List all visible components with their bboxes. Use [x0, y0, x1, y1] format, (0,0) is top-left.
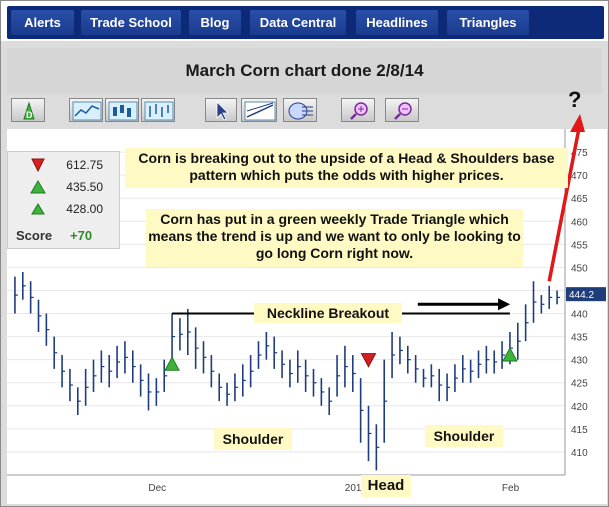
last-price-tag: [566, 287, 606, 302]
studies-button[interactable]: [283, 98, 317, 122]
green-weekly-triangle: [164, 356, 180, 371]
svg-text:D: D: [26, 110, 33, 120]
candlestick-icon: [108, 101, 138, 121]
last-price-label: 444.2: [569, 290, 594, 301]
zoom-in-icon: [350, 102, 368, 120]
pointer-icon: [216, 101, 229, 121]
y-tick-label: 430: [571, 356, 588, 367]
x-tick-label: Dec: [148, 483, 166, 494]
top-navigation: Alerts Trade School Blog Data Central He…: [1, 1, 608, 41]
bar-chart-icon: [144, 101, 174, 121]
y-tick-label: 420: [571, 402, 588, 413]
right-shoulder-label: Shoulder: [425, 425, 503, 447]
score-row-value: 435.50: [66, 180, 103, 194]
zoom-out-button[interactable]: [385, 98, 419, 122]
green-daily-triangle-icon: [31, 203, 45, 215]
nav-trade-school[interactable]: Trade School: [81, 10, 181, 35]
left-shoulder-label: Shoulder: [214, 428, 292, 450]
score-value: +70: [70, 228, 93, 243]
nav-triangles[interactable]: Triangles: [447, 10, 529, 35]
green-weekly-triangle: [502, 346, 518, 362]
red-monthly-triangle-icon: [31, 158, 45, 173]
y-tick-label: 440: [571, 310, 588, 321]
question-mark: ?: [568, 87, 582, 112]
nav-data-central[interactable]: Data Central: [250, 10, 346, 35]
target-arrow: [547, 129, 581, 282]
score-row-daily: 428.00: [8, 200, 119, 220]
x-tick-label: 2014: [345, 483, 368, 494]
studies-icon: [288, 102, 313, 120]
neckline-label: Neckline Breakout: [254, 303, 402, 323]
y-tick-label: 455: [571, 240, 588, 251]
red-sell-triangle: [360, 353, 377, 368]
y-tick-label: 410: [571, 448, 588, 459]
y-tick-label: 470: [571, 171, 588, 182]
score-row-monthly: 612.75: [8, 156, 119, 176]
y-tick-label: 435: [571, 333, 588, 344]
y-tick-label: 460: [571, 217, 588, 228]
candlestick-button[interactable]: [105, 98, 139, 122]
zoom-out-icon: [394, 102, 412, 120]
chart-toolbar: D: [1, 96, 608, 126]
x-tick-label: Feb: [502, 483, 520, 494]
score-row-weekly: 435.50: [8, 178, 119, 198]
nav-bar: Alerts Trade School Blog Data Central He…: [7, 6, 604, 39]
score-row-value: 428.00: [66, 202, 103, 216]
y-tick-label: 475: [571, 148, 588, 159]
trend-annotation: Corn has put in a green weekly Trade Tri…: [146, 209, 523, 267]
trade-score-panel: 612.75 435.50 428.00 Score +70: [7, 151, 120, 249]
d-icon: D: [23, 101, 35, 120]
trendline-icon: [244, 101, 276, 121]
bar-chart-button[interactable]: [141, 98, 175, 122]
line-chart-button[interactable]: [69, 98, 103, 122]
nav-blog[interactable]: Blog: [189, 10, 241, 35]
trendline-button[interactable]: [241, 98, 277, 122]
breakout-annotation: Corn is breaking out to the upside of a …: [125, 148, 568, 188]
chart-canvas: 4104154204254304354404454504554604654704…: [7, 129, 606, 494]
green-weekly-triangle-icon: [30, 180, 46, 194]
y-tick-label: 450: [571, 263, 588, 274]
pointer-button[interactable]: [205, 98, 237, 122]
zoom-in-button[interactable]: [341, 98, 375, 122]
y-tick-label: 425: [571, 379, 588, 390]
head-label: Head: [361, 475, 411, 497]
neckline-arrow-head: [498, 298, 511, 311]
y-tick-label: 465: [571, 194, 588, 205]
y-tick-label: 415: [571, 425, 588, 436]
score-row-value: 612.75: [66, 158, 103, 172]
line-chart-icon: [72, 101, 102, 121]
d-button[interactable]: D: [11, 98, 45, 122]
score-label: Score: [16, 228, 53, 243]
nav-alerts[interactable]: Alerts: [11, 10, 74, 35]
nav-headlines[interactable]: Headlines: [356, 10, 438, 35]
chart-title: March Corn chart done 2/8/14: [7, 48, 602, 94]
